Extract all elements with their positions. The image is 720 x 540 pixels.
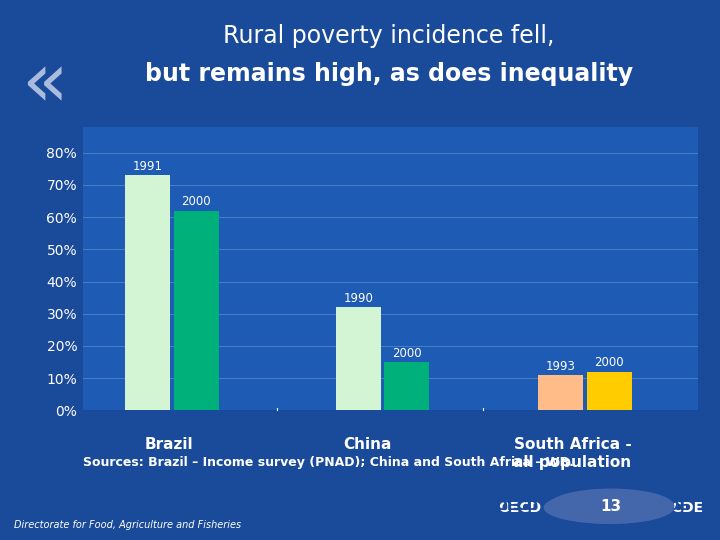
Text: 2000: 2000 bbox=[595, 356, 624, 369]
Text: 1990: 1990 bbox=[343, 292, 373, 305]
Circle shape bbox=[544, 492, 673, 523]
Text: 13: 13 bbox=[599, 501, 618, 515]
Text: «: « bbox=[558, 496, 572, 516]
Circle shape bbox=[549, 489, 674, 523]
Text: South Africa -
all population: South Africa - all population bbox=[513, 437, 631, 470]
Text: «: « bbox=[560, 498, 572, 517]
Text: 1991: 1991 bbox=[132, 160, 163, 173]
Text: Directorate for Food, Agriculture and Fisheries: Directorate for Food, Agriculture and Fi… bbox=[14, 520, 241, 530]
Bar bbox=[174, 211, 219, 410]
Text: China: China bbox=[343, 437, 392, 453]
Text: Rural poverty incidence fell,: Rural poverty incidence fell, bbox=[223, 24, 554, 48]
Text: OCDE: OCDE bbox=[660, 501, 703, 515]
Text: OCDE: OCDE bbox=[646, 500, 689, 513]
Text: but remains high, as does inequality: but remains high, as does inequality bbox=[145, 62, 633, 86]
Text: 2000: 2000 bbox=[181, 195, 211, 208]
Text: Sources: Brazil – Income survey (PNAD); China and South Africa – WB.: Sources: Brazil – Income survey (PNAD); … bbox=[83, 456, 574, 469]
Bar bbox=[538, 375, 583, 410]
Text: 2000: 2000 bbox=[392, 347, 422, 360]
Text: 1993: 1993 bbox=[546, 360, 575, 373]
Bar bbox=[125, 175, 171, 410]
Text: OECD: OECD bbox=[498, 501, 541, 515]
Bar bbox=[336, 307, 381, 410]
Text: «: « bbox=[22, 49, 68, 123]
Bar bbox=[384, 362, 429, 410]
Text: OECD: OECD bbox=[495, 500, 539, 513]
Bar bbox=[587, 372, 632, 410]
Text: 13: 13 bbox=[600, 499, 621, 514]
Text: Brazil: Brazil bbox=[145, 437, 194, 453]
